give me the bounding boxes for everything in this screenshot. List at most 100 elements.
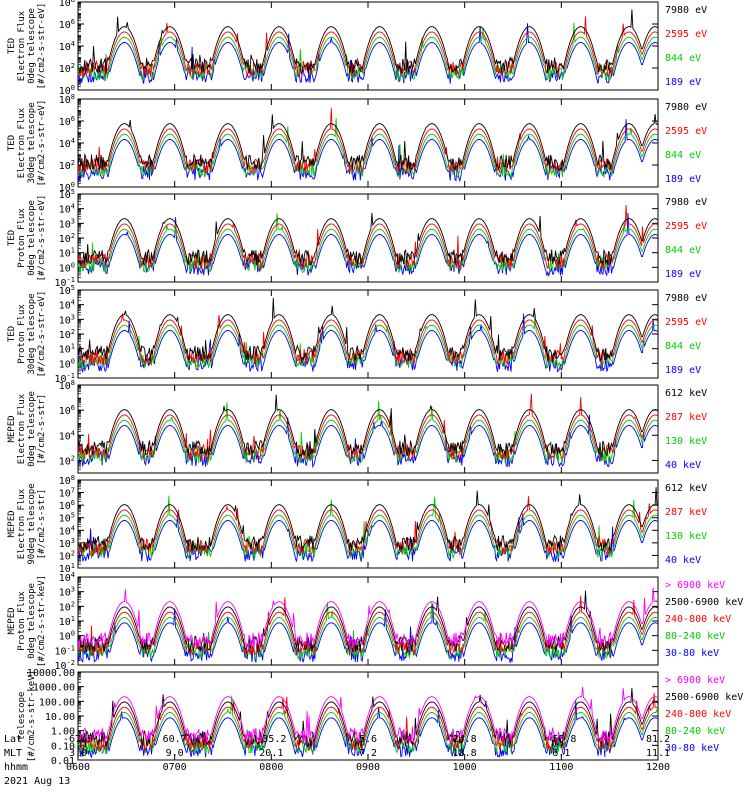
series-trace [78,313,658,366]
y-tick-label: 104 [59,203,75,216]
y-tick-label: 100 [59,357,75,370]
legend-entry: 2595 eV [665,317,707,328]
y-axis-title-line: MEPED [7,607,17,634]
y-tick-label: 0.01 [51,756,75,767]
y-axis-title-line: [#/cm2-s-str] [37,489,47,559]
y-tick-label: 10-1 [55,644,75,657]
y-tick-label: 104 [59,429,75,442]
y-tick-label: 105 [59,512,75,525]
y-tick-label: 101 [59,562,75,575]
y-tick-label: 102 [59,454,75,467]
y-axis-title-line: TED [7,38,17,54]
x-tick-label: 1100 [549,762,573,773]
series-trace [78,313,658,374]
y-tick-label: 102 [59,232,75,245]
traces [78,9,658,84]
traces [78,686,658,759]
x-tick-label: -56.8 [546,734,576,745]
legend-entry: 844 eV [665,53,701,64]
y-tick-label: 10-1 [55,372,75,385]
y-tick-label: 105 [59,188,75,201]
x-row-label: Lat [4,734,22,745]
x-row-label: hhmm [4,762,28,773]
legend-entry: 189 eV [665,174,701,185]
y-axis-title-line: Electron Flux [17,393,27,464]
series-trace [78,692,658,752]
traces [78,297,658,374]
y-axis-title-line: 0deg telescope [27,583,37,659]
series-trace [78,114,658,172]
series-trace [78,16,658,78]
series-trace [78,213,658,274]
legend-entry: 287 keV [665,412,707,423]
traces [78,393,658,469]
series-trace [78,495,658,560]
y-axis-title-line: MEPED [7,415,17,442]
y-axis-title-line: TED [7,230,17,246]
series-trace [78,393,658,461]
y-axis-title-line: Proton Flux [17,208,27,268]
y-tick-label: 104 [59,40,75,53]
x-tick-label: 1000 [453,762,477,773]
legend-entry: > 6900 keV [665,675,725,686]
y-tick-label: 100 [59,630,75,643]
y-axis-title-line: MEPED [7,510,17,537]
legend-entry: > 6900 keV [665,580,725,591]
y-tick-label: 104 [59,299,75,312]
y-tick-label: 1.00 [51,727,75,738]
y-axis-title-line: 0deg telescope [27,200,37,276]
y-tick-label: 1000.00 [33,683,75,694]
date-label: 2021 Aug 13 [4,776,70,787]
x-axis-annotation: Lat -67.9 60.7 -35.2 5.6 24.8 -56.8 81.2 MLT 3.0 9… [4,734,670,787]
y-axis-title-line: 30deg telescope [27,293,37,374]
y-axis-title-line: [#/cm2-s-str] [37,394,47,464]
y-tick-label: 101 [59,615,75,628]
y-tick-label: 107 [59,487,75,500]
series-trace [78,496,658,556]
x-tick-label: 7.2 [359,748,377,759]
x-tick-label: 3.0 [69,748,87,759]
y-tick-label: 10-2 [55,659,75,672]
x-tick-label: 24.8 [453,734,477,745]
y-axis-title-line: [#/cm2-s-str-keV] [37,575,47,667]
x-row-label: MLT [4,748,22,759]
legend-entry: 2595 eV [665,29,707,40]
legend-entry: 7980 eV [665,102,707,113]
legend-entry: 40 keV [665,555,701,566]
y-tick-label: 103 [59,586,75,599]
y-tick-label: 103 [59,217,75,230]
legend-entry: 7980 eV [665,5,707,16]
x-tick-label: 0600 [66,762,90,773]
panel-1: 100 102 104 106 108 TED Electron Flux 0deg tele… [7,0,707,97]
series-trace [78,587,658,650]
series-trace [78,212,658,278]
y-tick-label: 108 [59,474,75,487]
traces [78,587,658,664]
legend-entry: 80-240 keV [665,726,725,737]
y-tick-label: 103 [59,537,75,550]
legend-entry: 844 eV [665,245,701,256]
y-axis-title-line: [#/cm2-s-str-eV] [37,3,47,90]
y-tick-label: 101 [59,343,75,356]
y-tick-label: 101 [59,247,75,260]
y-tick-label: 108 [59,93,75,106]
series-trace [78,22,658,82]
y-axis-title-line: [#/cm2-s-str-eV] [37,291,47,378]
x-tick-label: 0900 [356,762,380,773]
y-tick-label: 0.10 [51,741,75,752]
legend-entry: 80-240 keV [665,631,725,642]
y-tick-label: 104 [59,137,75,150]
y-axis-title-line: [#/cm2-s-str-keV] [27,670,37,762]
y-axis-title-line: Proton Flux [17,591,27,651]
x-tick-label: 5.6 [359,734,377,745]
legend-entry: 30-80 keV [665,743,719,754]
y-axis-title-line: telescope [17,692,27,741]
legend-entry: 40 keV [665,460,701,471]
y-axis-title-line: 0deg telescope [27,8,37,84]
panel-5: 102 104 106 108 MEPED Electron Flux 0deg teles… [7,379,707,474]
